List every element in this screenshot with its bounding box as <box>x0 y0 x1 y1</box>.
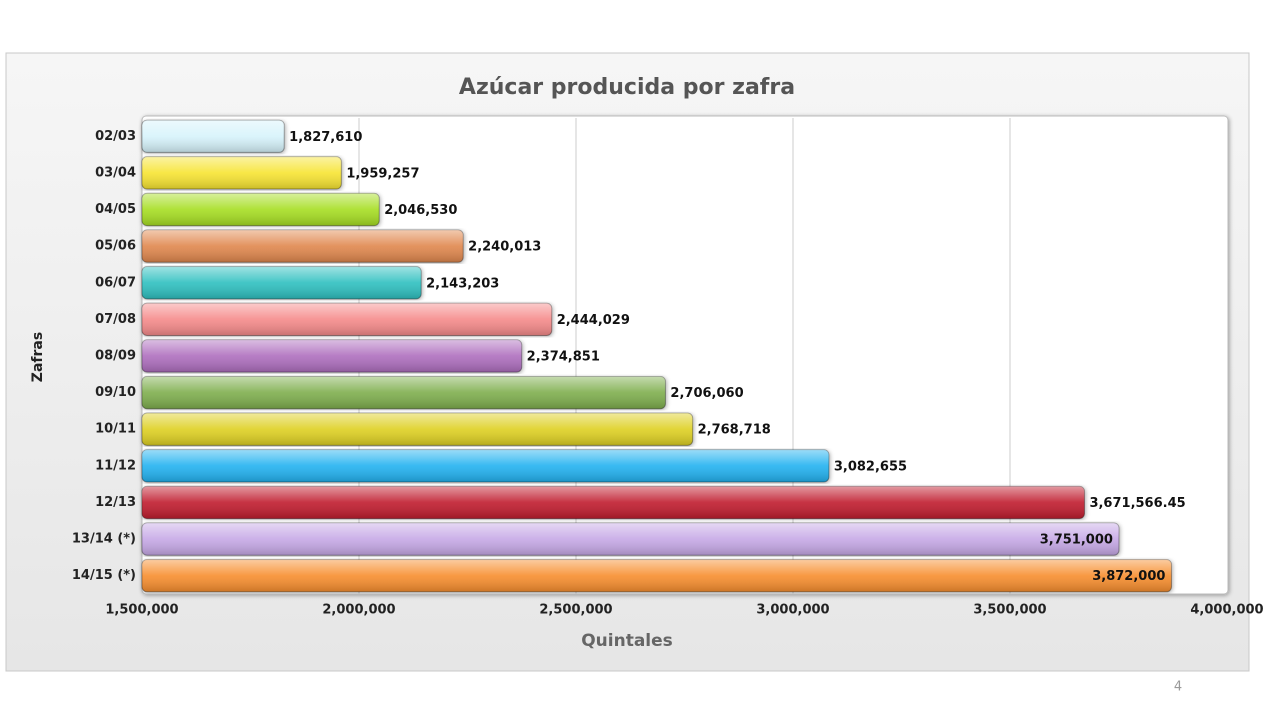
value-label: 1,827,610 <box>289 130 362 145</box>
bar <box>141 449 830 483</box>
y-tick-label: 04/05 <box>95 202 136 217</box>
value-label: 3,872,000 <box>1092 569 1165 584</box>
y-tick-label: 13/14 (*) <box>72 532 136 547</box>
page-number: 4 <box>1174 680 1182 695</box>
bar <box>141 376 666 410</box>
value-label: 2,374,851 <box>527 350 600 365</box>
x-tick-label: 3,500,000 <box>973 603 1046 618</box>
y-tick-label: 05/06 <box>95 239 136 254</box>
bar <box>141 522 1120 556</box>
y-axis-label: Zafras <box>30 332 46 382</box>
x-tick-label: 3,000,000 <box>756 603 829 618</box>
bar <box>141 302 553 336</box>
x-tick-label: 2,000,000 <box>322 603 395 618</box>
bar <box>141 266 422 300</box>
bar <box>141 156 342 190</box>
value-label: 3,671,566.45 <box>1089 496 1185 511</box>
bar <box>141 559 1172 593</box>
bar <box>141 412 694 446</box>
y-tick-label: 14/15 (*) <box>72 568 136 583</box>
y-tick-label: 12/13 <box>95 495 136 510</box>
x-tick-label: 2,500,000 <box>539 603 612 618</box>
value-label: 3,751,000 <box>1040 533 1113 548</box>
value-label: 2,706,060 <box>670 386 743 401</box>
y-tick-label: 03/04 <box>95 165 136 180</box>
chart-title: Azúcar producida por zafra <box>459 75 795 100</box>
y-tick-label: 07/08 <box>95 312 136 327</box>
bar <box>141 229 464 263</box>
y-tick-label: 11/12 <box>95 458 136 473</box>
value-label: 3,082,655 <box>834 459 907 474</box>
value-label: 2,240,013 <box>468 240 541 255</box>
value-label: 2,768,718 <box>698 423 771 438</box>
y-tick-label: 10/11 <box>95 422 136 437</box>
y-tick-label: 08/09 <box>95 349 136 364</box>
y-tick-label: 09/10 <box>95 385 136 400</box>
y-tick-label: 02/03 <box>95 129 136 144</box>
bar <box>141 339 523 373</box>
value-label: 2,046,530 <box>384 203 457 218</box>
value-label: 2,143,203 <box>426 276 499 291</box>
x-axis-label: Quintales <box>581 631 673 651</box>
y-tick-label: 06/07 <box>95 275 136 290</box>
bar <box>141 192 380 227</box>
bar <box>141 119 285 153</box>
x-tick-label: 1,500,000 <box>105 603 178 618</box>
value-label: 1,959,257 <box>346 166 419 181</box>
value-label: 2,444,029 <box>557 313 630 328</box>
x-tick-label: 4,000,000 <box>1190 603 1263 618</box>
bar <box>141 485 1085 520</box>
